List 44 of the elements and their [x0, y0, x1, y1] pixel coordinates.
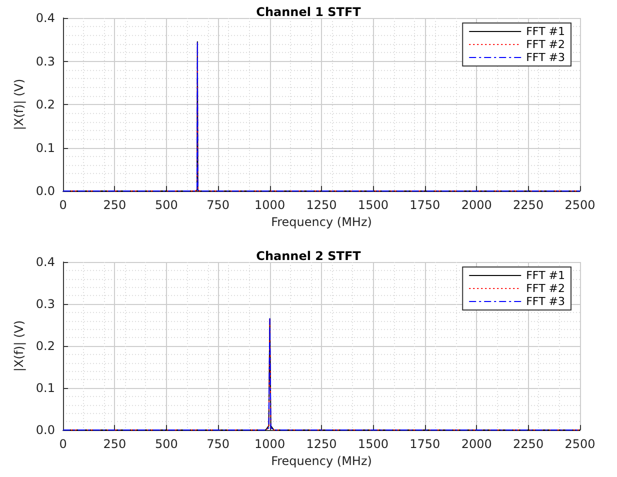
y-axis-title: |X(f)| (V) [12, 320, 26, 372]
y-tick-label: 0.1 [36, 140, 55, 155]
x-axis-title: Frequency (MHz) [271, 214, 372, 229]
x-tick-label: 1500 [358, 198, 388, 212]
x-tick-label: 1000 [254, 198, 286, 212]
x-tick-label: 1000 [254, 437, 286, 451]
x-tick-label: 1750 [410, 437, 440, 451]
y-tick-label: 0.3 [36, 297, 55, 311]
chart-title: Channel 1 STFT [256, 5, 362, 19]
y-tick-label: 0.4 [36, 255, 55, 269]
x-tick-label: 2000 [461, 198, 492, 212]
legend-label: FFT #1 [526, 269, 566, 282]
x-tick-label: 750 [206, 198, 230, 212]
y-tick-label: 0.2 [36, 339, 55, 353]
x-tick-label: 2250 [513, 437, 544, 451]
x-tick-label: 2500 [564, 198, 596, 212]
x-tick-label: 2500 [564, 437, 596, 451]
x-tick-label: 1750 [410, 198, 440, 212]
legend-label: FFT #3 [526, 295, 566, 308]
x-tick-label: 0 [59, 437, 67, 451]
y-tick-label: 0.0 [36, 184, 55, 198]
x-tick-label: 2000 [461, 437, 492, 451]
legend-label: FFT #2 [526, 282, 566, 295]
x-tick-label: 750 [206, 437, 230, 451]
x-tick-label: 1250 [306, 198, 337, 212]
x-axis-title: Frequency (MHz) [271, 454, 372, 468]
y-tick-label: 0.0 [36, 423, 55, 437]
x-tick-label: 1250 [306, 437, 337, 451]
x-tick-label: 1500 [358, 437, 388, 451]
x-tick-label: 500 [154, 198, 178, 212]
y-tick-label: 0.1 [36, 381, 55, 395]
x-tick-label: 2250 [513, 198, 544, 212]
x-tick-label: 0 [59, 198, 67, 212]
legend-label: FFT #1 [526, 25, 566, 38]
y-tick-label: 0.2 [36, 98, 55, 112]
x-tick-label: 250 [103, 437, 126, 451]
y-tick-label: 0.3 [36, 54, 55, 68]
chart-title: Channel 2 STFT [256, 249, 362, 263]
y-tick-label: 0.4 [36, 11, 55, 25]
y-axis-title: |X(f)| (V) [12, 78, 26, 130]
x-tick-label: 500 [154, 437, 178, 451]
x-tick-label: 250 [103, 198, 126, 212]
legend-label: FFT #3 [526, 51, 566, 64]
legend-label: FFT #2 [526, 38, 566, 51]
